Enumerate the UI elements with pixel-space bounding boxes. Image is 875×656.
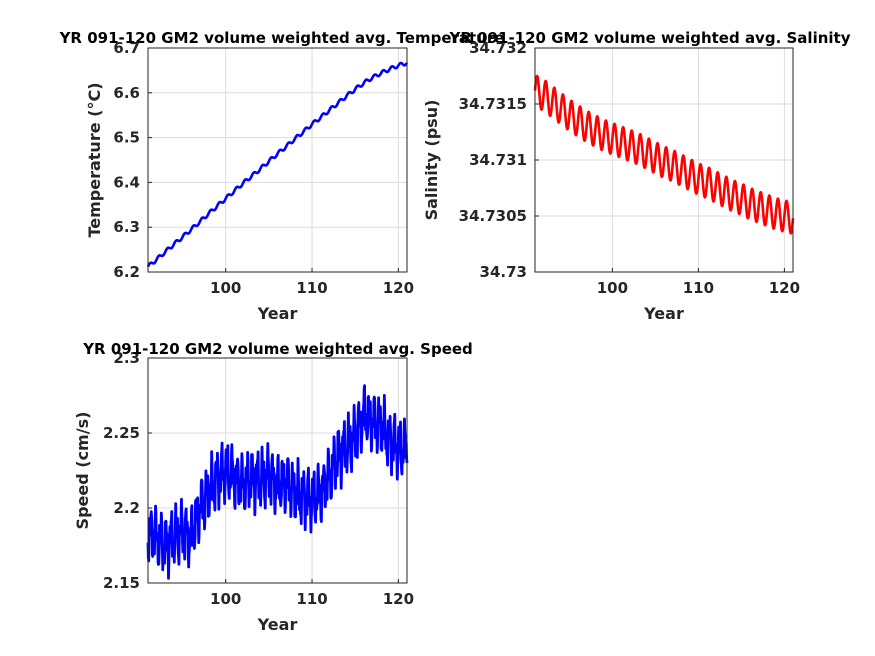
speed-y-tick-label: 2.3 [113,349,140,367]
temperature-x-axis-label: Year [257,304,298,323]
temperature-x-tick-label: 120 [383,279,414,297]
salinity-x-tick-label: 120 [769,279,800,297]
speed-x-tick-label: 100 [210,590,241,608]
temperature-axes-frame [147,47,408,273]
salinity-chart: 100 110 120 34.7334.730534.73134.731534.73… [422,29,851,323]
speed-series-line [146,384,409,580]
speed-x-tick-label: 120 [383,590,414,608]
salinity-y-ticks: 34.73 34.7305 34.731 34.7315 34.732 [459,39,539,281]
salinity-y-tick-label: 34.7305 [459,207,527,225]
salinity-y-tick-label: 34.731 [469,151,527,169]
temperature-x-ticks: 100 110 120 [210,268,414,297]
temperature-x-tick-label: 100 [210,279,241,297]
speed-axes-frame [147,357,408,584]
salinity-x-axis-label: Year [643,304,684,323]
temperature-y-tick-label: 6.2 [113,263,140,281]
speed-x-tick-label: 110 [296,590,327,608]
speed-chart-title: YR 091-120 GM2 volume weighted avg. Spee… [82,340,473,358]
temperature-y-tick-label: 6.5 [113,129,140,147]
speed-y-tick-label: 2.2 [113,499,140,517]
salinity-x-tick-label: 110 [683,279,714,297]
salinity-y-tick-label: 34.732 [469,39,527,57]
salinity-chart-title: YR 091-120 GM2 volume weighted avg. Sali… [449,29,851,47]
speed-y-tick-label: 2.25 [103,424,140,442]
temperature-y-tick-label: 6.6 [113,84,140,102]
salinity-y-axis-label: Salinity (psu) [422,100,441,221]
temperature-y-tick-label: 6.3 [113,218,140,236]
salinity-x-tick-label: 100 [597,279,628,297]
speed-chart: 100 110 120 2.15 2.2 2.25 2.3 YR 091-120 GM2 … [73,340,473,634]
salinity-y-tick-label: 34.7315 [459,95,527,113]
temperature-chart: 100 110 120 6.2 6.3 6.4 6.5 6.6 6.7 YR 091-120 … [59,29,505,323]
salinity-x-ticks: 100 110 120 [597,268,800,297]
speed-y-axis-label: Speed (cm/s) [73,412,92,530]
salinity-series-line [533,74,795,235]
temperature-y-tick-label: 6.7 [113,39,140,57]
salinity-y-tick-label: 34.73 [480,263,527,281]
temperature-y-tick-label: 6.4 [113,173,140,191]
temperature-y-axis-label: Temperature (°C) [85,82,104,237]
speed-x-ticks: 100 110 120 [210,579,414,608]
speed-x-axis-label: Year [257,615,298,634]
speed-y-ticks: 2.15 2.2 2.25 2.3 [103,349,152,592]
speed-y-tick-label: 2.15 [103,574,140,592]
temperature-chart-title: YR 091-120 GM2 volume weighted avg. Temp… [59,29,505,47]
temperature-y-ticks: 6.2 6.3 6.4 6.5 6.6 6.7 [113,39,152,281]
temperature-x-tick-label: 110 [296,279,327,297]
temperature-series-line [146,61,409,268]
